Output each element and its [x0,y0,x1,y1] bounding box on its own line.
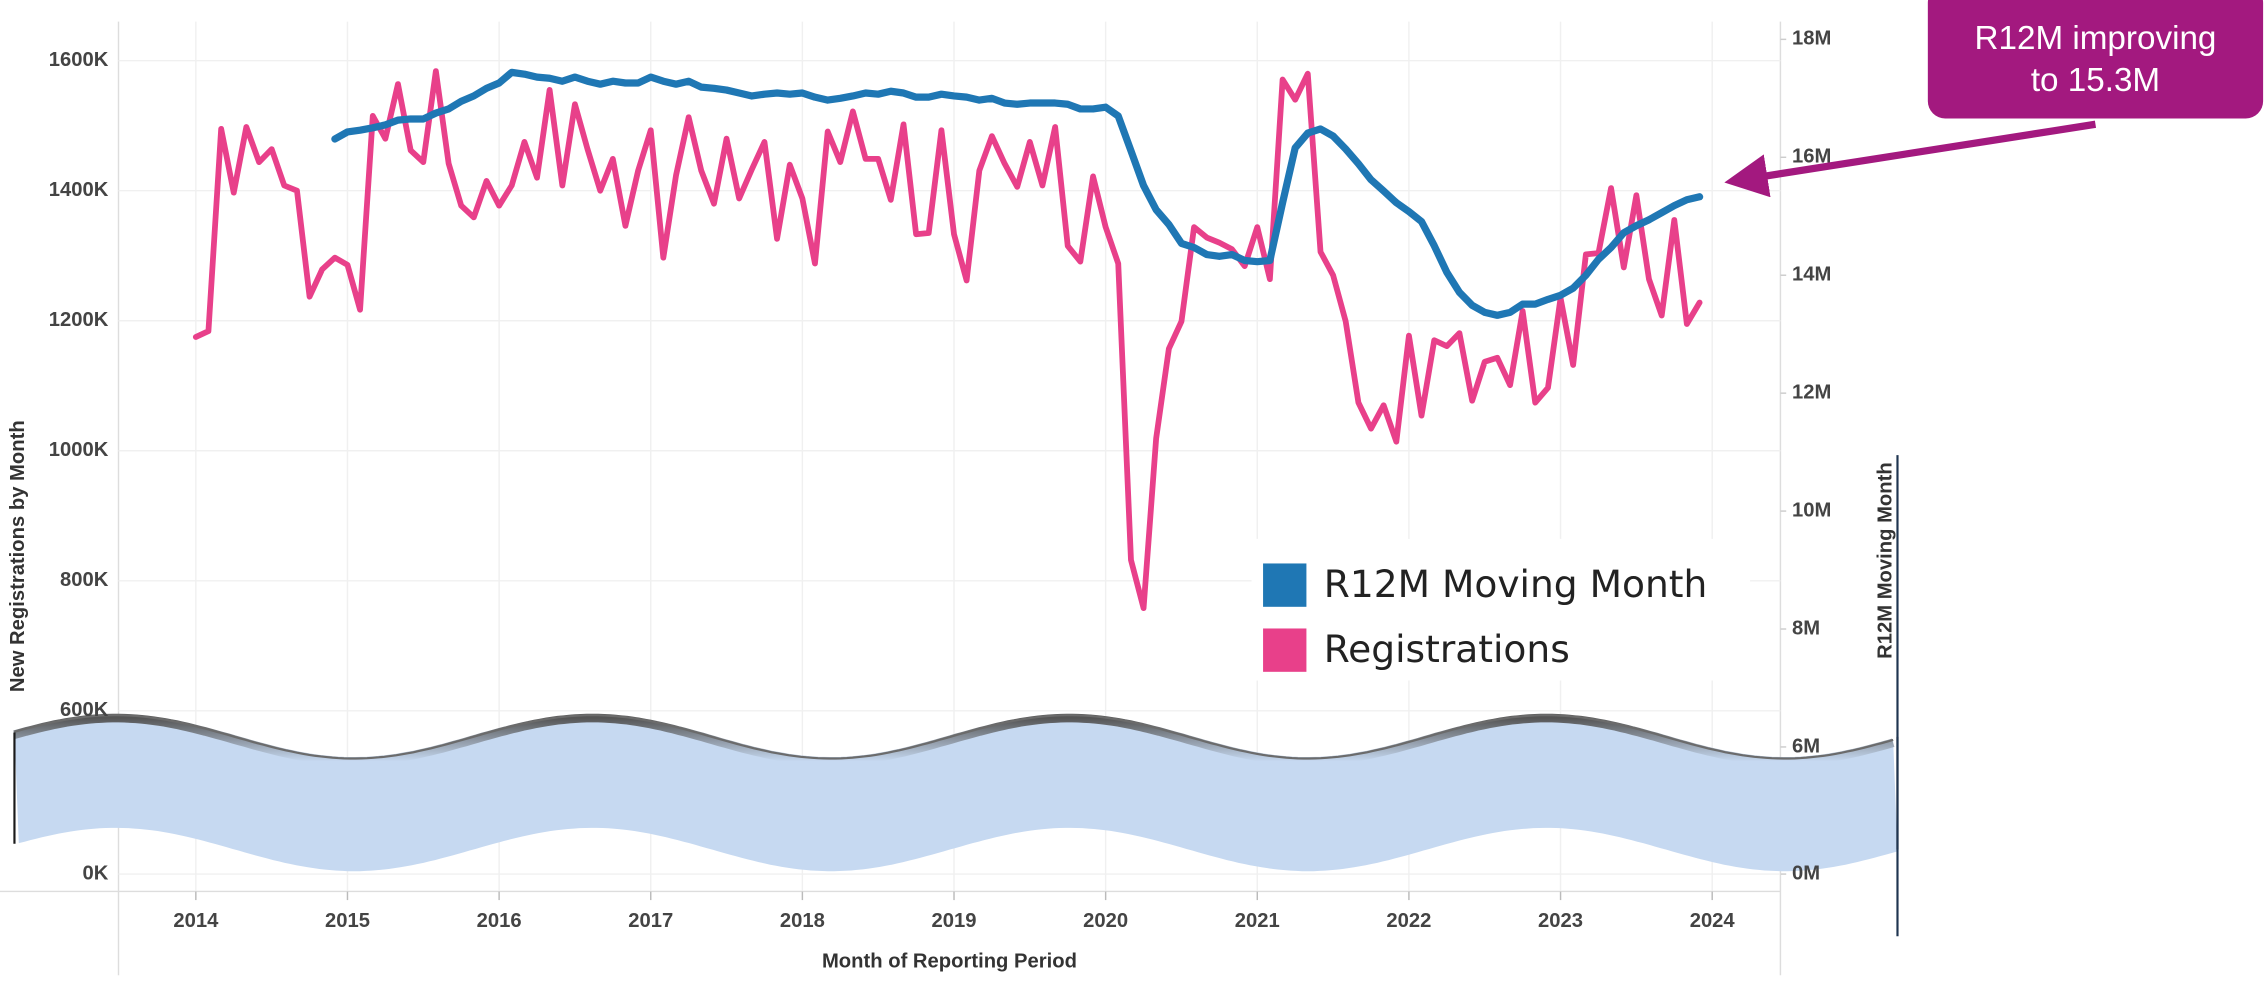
legend-label: R12M Moving Month [1324,562,1708,606]
page: Registrations chart html, body { margin:… [0,0,2266,981]
y-tick-label: 600K [60,699,109,721]
y2-tick-label: 8M [1792,617,1820,639]
legend: R12M Moving Month Registrations [1252,539,1751,681]
y2-tick-label: 18M [1792,28,1831,50]
y-tick-label: 1200K [49,309,109,331]
x-axis-title: Month of Reporting Period [822,951,1077,973]
legend-label: Registrations [1324,627,1570,671]
y-tick-label: 1000K [49,439,109,461]
y-axis-title: New Registrations by Month [7,420,29,692]
y2-tick-label: 0M [1792,862,1820,884]
legend-swatch [1263,628,1306,671]
x-tick-label: 2015 [325,910,370,932]
y-tick-label: 800K [60,569,109,591]
lines [196,71,1700,608]
y2-tick-label: 6M [1792,735,1820,757]
series-line [196,71,1700,608]
x-tick-label: 2024 [1690,910,1736,932]
series-line [335,72,1700,315]
x-tick-label: 2018 [780,910,825,932]
y2-tick-label: 12M [1792,381,1831,403]
x-tick-label: 2016 [477,910,522,932]
callout-line: R12M improving [1975,20,2217,57]
y-tick-label: 1400K [49,179,109,201]
callout-box [1928,0,2263,118]
y2-axis-title: R12M Moving Month [1874,462,1896,659]
y2-tick-label: 14M [1792,264,1831,286]
body: {"chart_data": { "type": "line", "x_labe… [0,0,2266,981]
x-tick-label: 2022 [1386,910,1431,932]
y-tick-label: 0K [83,862,109,884]
y-tick-label: 1600K [49,49,109,71]
x-tick-label: 2019 [932,910,977,932]
x-tick-label: 2023 [1538,910,1583,932]
chart: Month of Reporting Period New Registrati… [0,0,2266,981]
legend-swatch [1263,563,1306,606]
x-tick-label: 2014 [173,910,219,932]
x-tick-label: 2020 [1083,910,1128,932]
x-tick-label: 2021 [1235,910,1280,932]
axis-break-band [14,715,1897,871]
callout-line: to 15.3M [2031,62,2160,99]
x-tick-label: 2017 [628,910,673,932]
y2-tick-label: 10M [1792,499,1831,521]
